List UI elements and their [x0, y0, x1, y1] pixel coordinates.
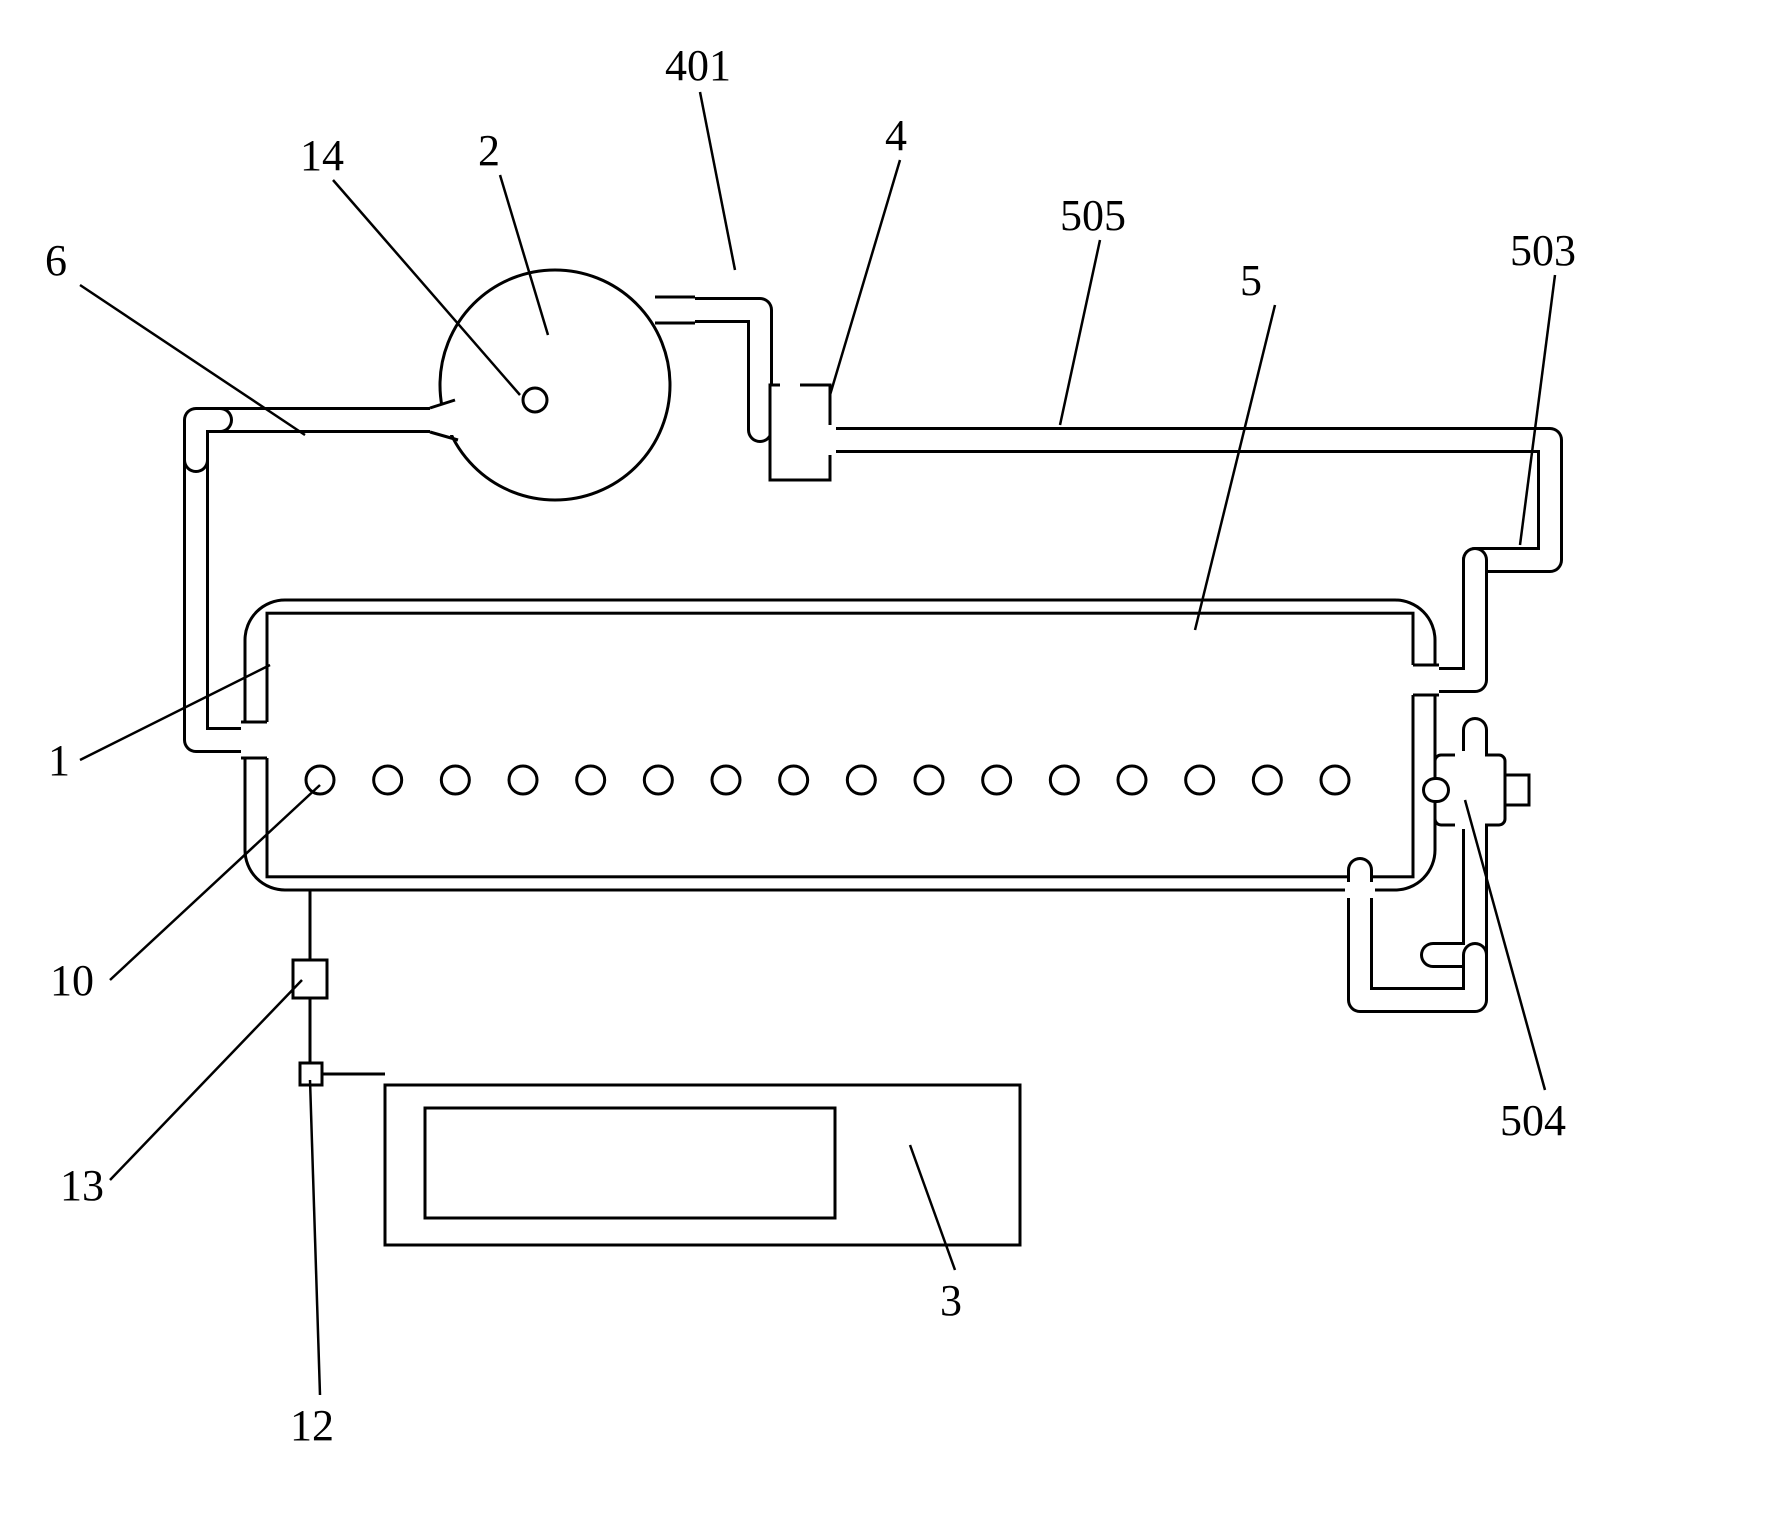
collector-inner [425, 1108, 835, 1218]
label-n4: 4 [885, 110, 907, 161]
leader-line [1060, 240, 1100, 425]
pipe-505-inner [830, 440, 1550, 560]
leader-line [700, 92, 735, 270]
leader-line [310, 1080, 320, 1395]
label-n6: 6 [45, 235, 67, 286]
label-n503: 503 [1510, 225, 1576, 276]
tee-504-stub [1505, 775, 1529, 805]
label-n1: 1 [48, 735, 70, 786]
tank-circle [440, 270, 670, 500]
label-n14: 14 [300, 130, 344, 181]
tank-left-mask [430, 405, 470, 435]
tank-right-mask [655, 295, 695, 325]
pipe-6-v [196, 440, 267, 740]
pump-top-opening [780, 382, 800, 388]
label-n10: 10 [50, 955, 94, 1006]
label-n3: 3 [940, 1275, 962, 1326]
label-n13: 13 [60, 1160, 104, 1211]
label-n12: 12 [290, 1400, 334, 1451]
return-mask [1345, 882, 1375, 898]
schematic-diagram [0, 0, 1771, 1540]
leader-line [1195, 305, 1275, 630]
elbow-401 [690, 310, 760, 430]
leader-line [110, 980, 302, 1180]
pipe-505 [830, 440, 1550, 560]
leader-line [110, 785, 320, 980]
leader-line [910, 1145, 955, 1270]
pump-right-mask [826, 425, 836, 455]
label-n504: 504 [1500, 1095, 1566, 1146]
tee-top-open [1455, 751, 1485, 759]
label-n505: 505 [1060, 190, 1126, 241]
join-mask-left [241, 722, 271, 758]
label-n401: 401 [665, 40, 731, 91]
pump-box [770, 385, 830, 480]
pipe-503-top-inner [1435, 560, 1475, 680]
label-n5: 5 [1240, 255, 1262, 306]
label-n2: 2 [478, 125, 500, 176]
drain-valve [293, 960, 327, 998]
leader-line [830, 160, 900, 395]
join-mask-rt [1409, 665, 1439, 695]
vessel-inner [267, 613, 1413, 877]
